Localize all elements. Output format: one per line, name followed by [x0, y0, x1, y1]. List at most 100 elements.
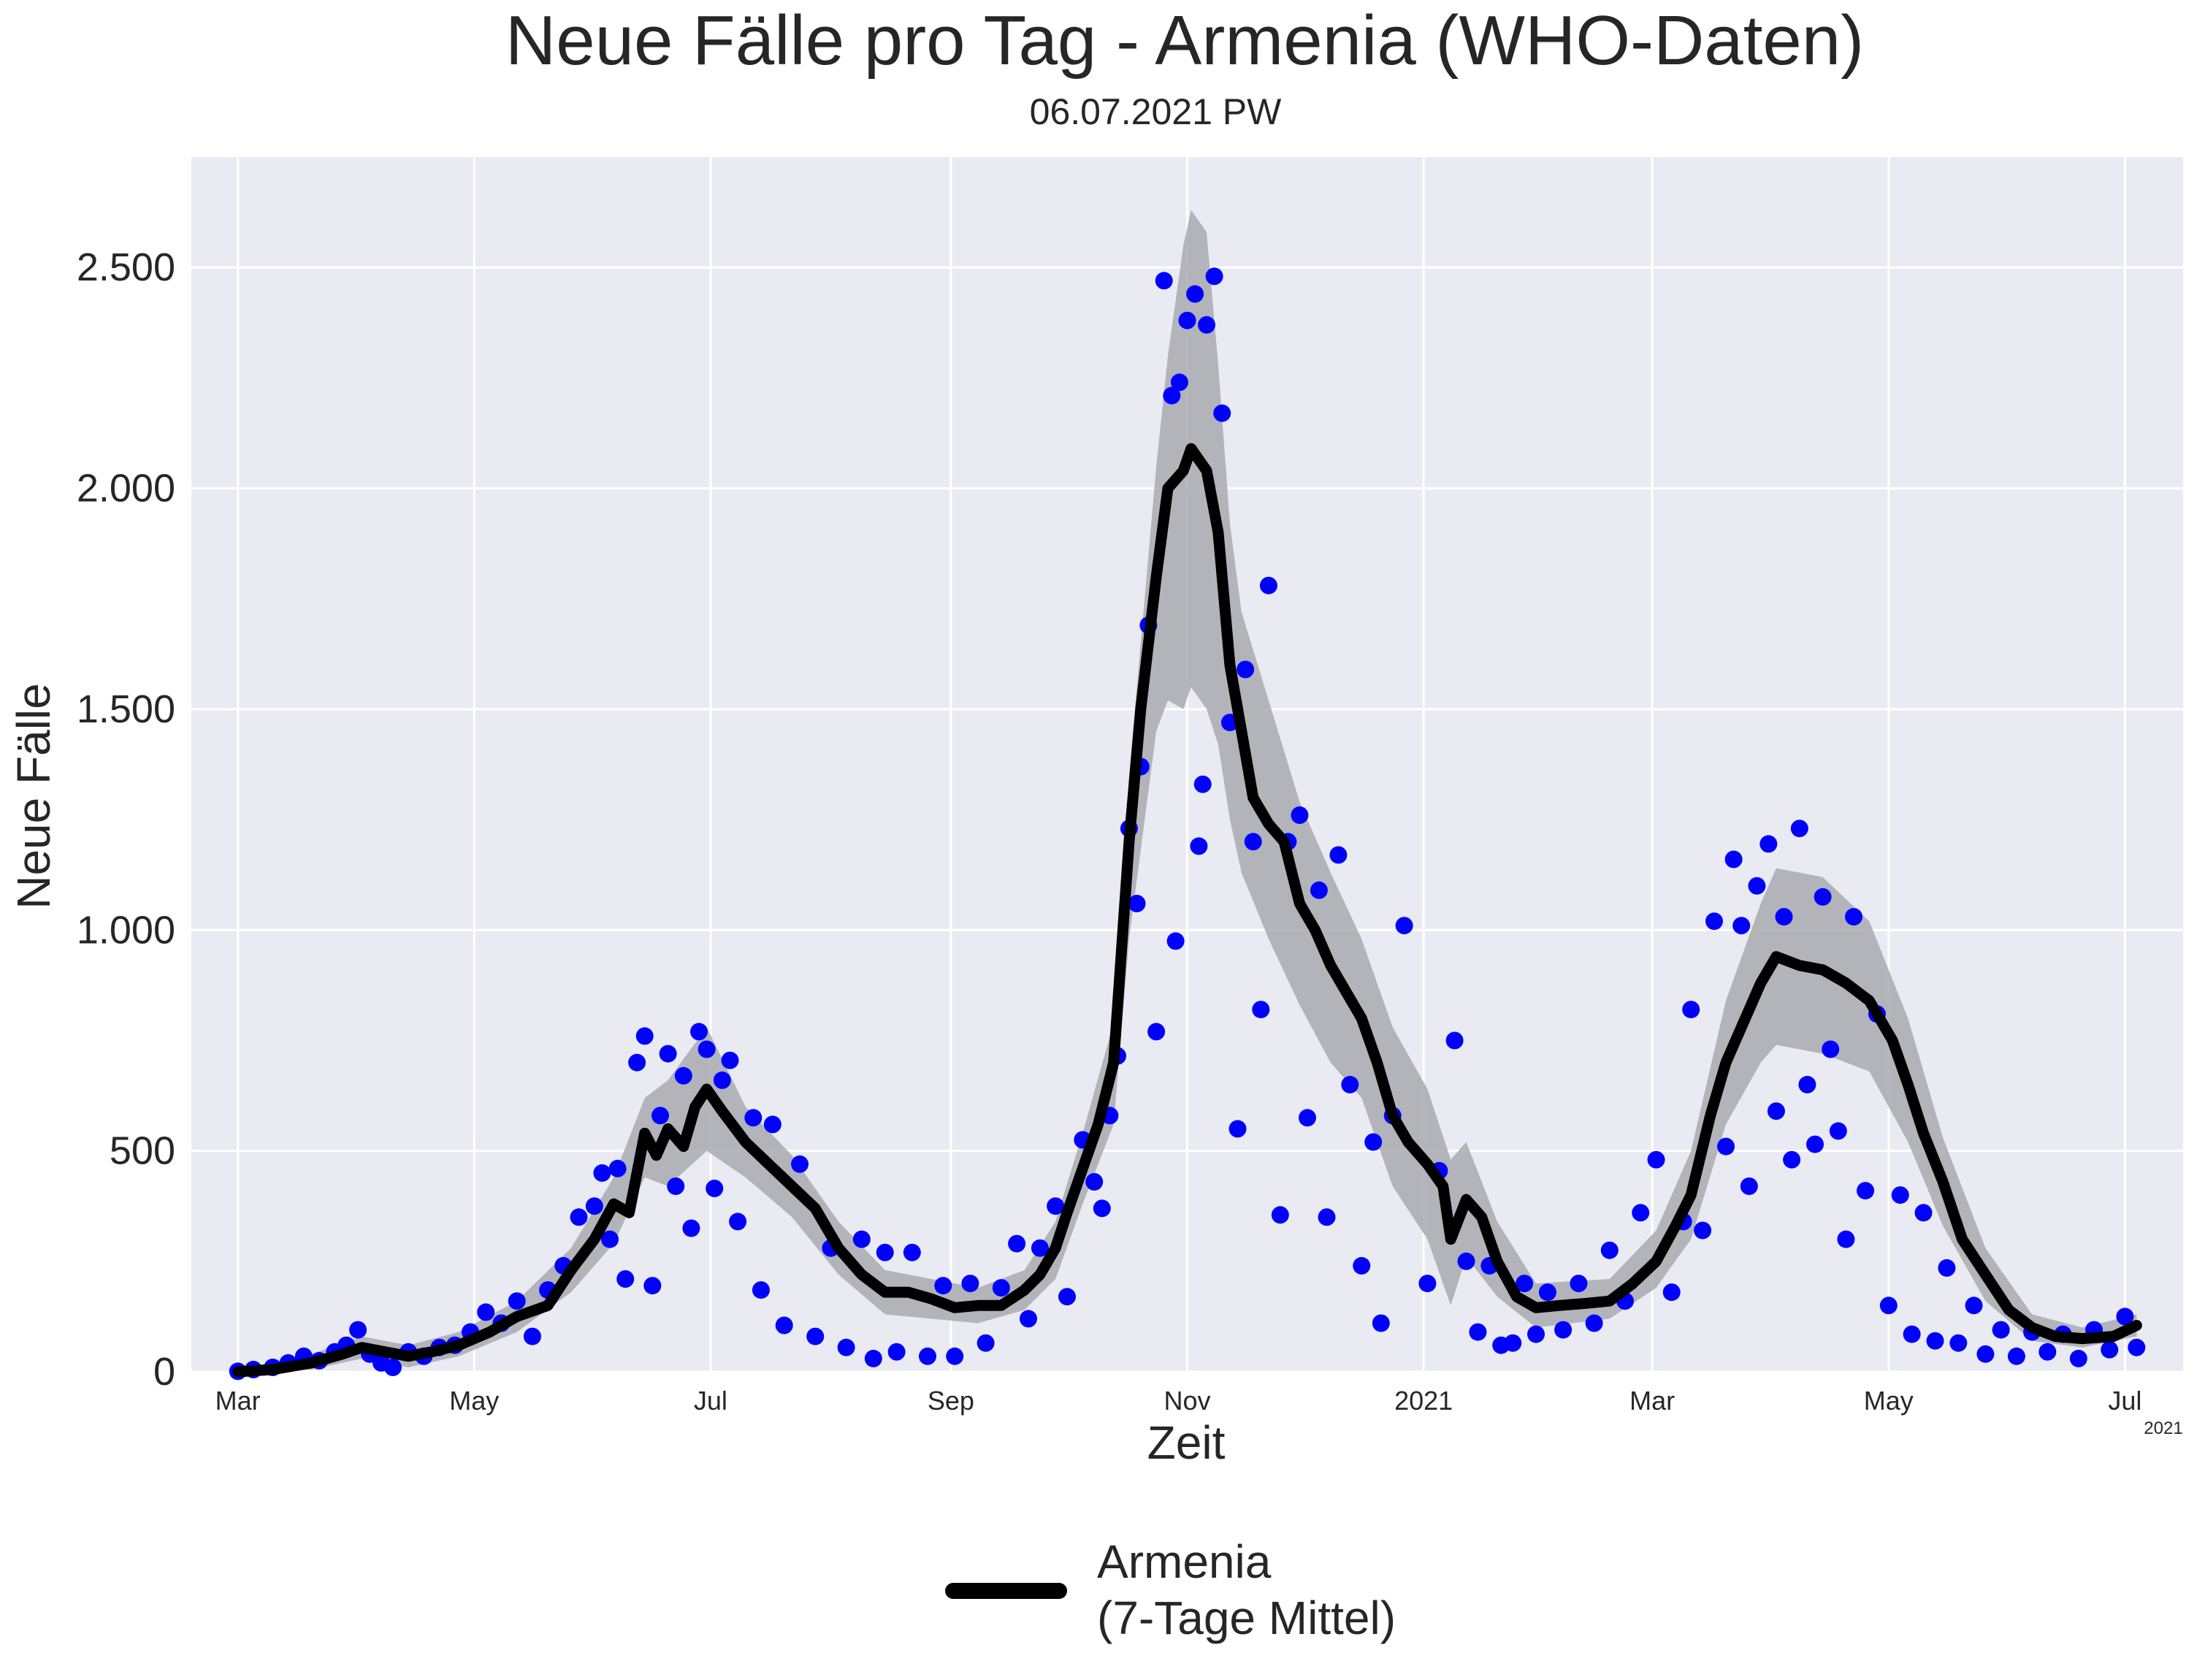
data-point [508, 1292, 526, 1310]
data-point [1837, 1230, 1855, 1248]
data-point [1504, 1334, 1522, 1352]
data-point [1662, 1283, 1681, 1302]
data-point [1205, 267, 1223, 286]
data-point [2007, 1347, 2025, 1365]
y-axis-label: Neue Fälle [7, 683, 60, 909]
data-point [1008, 1234, 1026, 1253]
grid-layer [191, 157, 2183, 1373]
data-point [775, 1316, 793, 1335]
data-point [1740, 1177, 1758, 1195]
data-point [887, 1343, 906, 1361]
data-point [1516, 1275, 1534, 1293]
line-layer [232, 443, 2142, 1378]
chart-subtitle: 06.07.2021 PW [1030, 91, 1282, 132]
data-point [1170, 373, 1188, 392]
data-point [2069, 1349, 2087, 1367]
data-point [1259, 576, 1277, 595]
data-point [919, 1347, 936, 1365]
data-point [682, 1219, 700, 1237]
data-point [1845, 908, 1862, 926]
data-point [1822, 1040, 1840, 1058]
data-point [1682, 1001, 1700, 1019]
data-point [1926, 1332, 1944, 1350]
data-point [1457, 1252, 1475, 1270]
data-point [1229, 1120, 1247, 1138]
data-point [698, 1040, 716, 1058]
data-point [946, 1347, 964, 1365]
data-point [1903, 1325, 1921, 1343]
data-point [1632, 1204, 1650, 1222]
y-tick-label: 2.500 [77, 245, 175, 289]
data-point [1748, 877, 1766, 895]
data-point [1554, 1321, 1573, 1339]
y-tick-label: 1.000 [77, 908, 175, 952]
data-point [1717, 1137, 1735, 1156]
data-point [1694, 1221, 1712, 1240]
x-tick-label: Jul [2108, 1386, 2141, 1416]
data-point [1527, 1325, 1545, 1343]
data-point [1178, 311, 1196, 329]
data-point [1469, 1323, 1487, 1341]
x-tick-label: Jul [694, 1386, 727, 1416]
data-point [570, 1208, 588, 1226]
data-point [806, 1327, 825, 1345]
data-point [1310, 881, 1328, 899]
data-point [1790, 820, 1808, 838]
data-point [1705, 912, 1723, 931]
data-point [628, 1053, 646, 1072]
data-point [1020, 1310, 1037, 1328]
x-tick-label: May [449, 1386, 499, 1416]
data-point [752, 1281, 770, 1299]
data-point [864, 1349, 882, 1367]
data-point [690, 1023, 708, 1041]
x-axis-label: Zeit [1147, 1416, 1226, 1469]
data-point [1965, 1297, 1983, 1315]
data-point [593, 1164, 611, 1182]
data-point [1783, 1150, 1801, 1169]
data-point [1047, 1197, 1065, 1215]
data-point [523, 1327, 541, 1345]
data-point [791, 1155, 809, 1173]
data-point [1891, 1186, 1909, 1204]
data-point [1879, 1297, 1898, 1315]
data-point [1237, 660, 1255, 679]
data-point [349, 1321, 367, 1339]
data-point [1341, 1075, 1359, 1093]
data-point [744, 1109, 763, 1127]
legend-label-line1: Armenia [1097, 1535, 1272, 1588]
data-point [721, 1051, 739, 1069]
data-point [1155, 272, 1173, 290]
data-point [1806, 1135, 1824, 1153]
data-point [992, 1279, 1010, 1297]
data-point [2039, 1343, 2057, 1361]
data-point [1031, 1239, 1049, 1257]
data-point [1193, 775, 1212, 793]
moving-average-line [232, 443, 2142, 1378]
data-point [729, 1213, 747, 1231]
x-tick-label: Mar [1629, 1386, 1675, 1416]
chart-title: Neue Fälle pro Tag - Armenia (WHO-Daten) [505, 1, 1864, 80]
data-point [1949, 1334, 1968, 1352]
data-point [1976, 1345, 1995, 1363]
data-point [659, 1045, 677, 1063]
data-point [1814, 887, 1832, 906]
data-point [1058, 1288, 1076, 1306]
data-point [1938, 1259, 1956, 1277]
y-tick-label: 1.500 [77, 687, 175, 731]
data-point [1759, 835, 1778, 853]
data-point [2128, 1338, 2146, 1356]
data-point [713, 1071, 731, 1089]
data-point [1857, 1182, 1874, 1200]
data-point [1093, 1199, 1111, 1218]
data-point [1085, 1173, 1104, 1191]
data-point [1166, 932, 1185, 950]
data-point [1252, 1001, 1270, 1019]
data-point [1318, 1208, 1336, 1226]
data-point [1992, 1321, 2010, 1339]
data-point [652, 1107, 669, 1125]
data-point [608, 1159, 627, 1177]
x-offset-label: 2021 [2144, 1419, 2182, 1438]
data-point [601, 1230, 619, 1248]
